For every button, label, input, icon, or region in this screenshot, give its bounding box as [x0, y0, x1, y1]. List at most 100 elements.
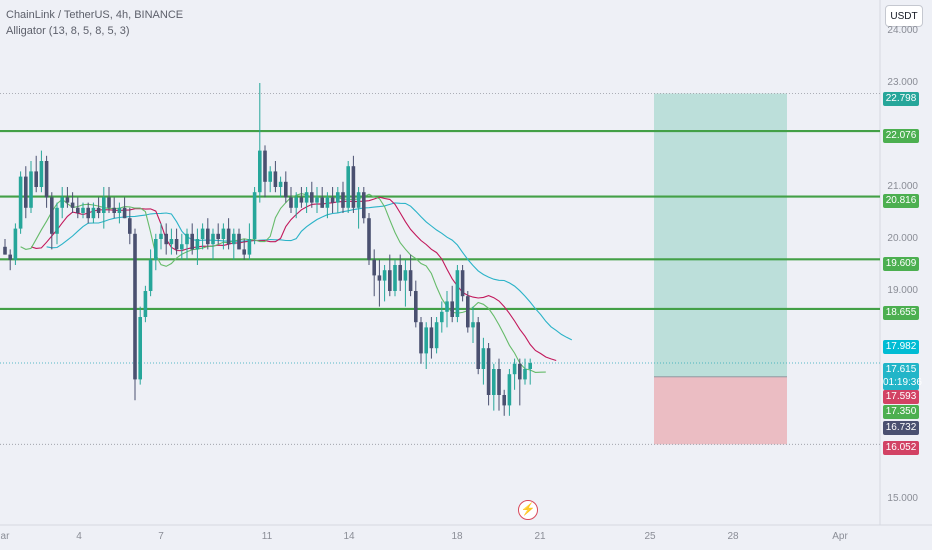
price-tag: 17.593 [883, 390, 919, 404]
candle-body [362, 192, 366, 219]
candle-body [492, 369, 496, 395]
candle-body [13, 228, 18, 260]
candle-body [336, 192, 340, 203]
candle-body [367, 218, 371, 260]
candle-body [455, 270, 460, 317]
candle-body [330, 197, 335, 203]
candle-body [164, 233, 168, 245]
candle-body [117, 207, 122, 213]
price-tag-value: 22.076 [885, 130, 917, 141]
candle-body [341, 192, 345, 208]
price-tick-label: 24.000 [887, 25, 918, 36]
candle-body [289, 197, 293, 208]
candle-body [263, 150, 267, 182]
time-tick-label: 4 [76, 531, 82, 542]
profit-zone [654, 93, 787, 377]
lightning-icon[interactable]: ⚡ [518, 500, 538, 520]
candle-body [237, 233, 241, 250]
candle-body [325, 197, 330, 208]
candle-body [476, 322, 480, 369]
time-tick-label: ar [0, 531, 10, 542]
time-tick-label: 14 [343, 531, 355, 542]
candle-body [377, 275, 382, 281]
price-tag-value: 17.615 [885, 364, 917, 375]
candle-body [507, 374, 512, 406]
candle-body [408, 270, 413, 291]
time-tick-label: 28 [727, 531, 739, 542]
candle-body [169, 239, 174, 245]
candle-body [351, 166, 356, 208]
price-tag: 18.655 [883, 306, 919, 320]
candle-body [190, 233, 194, 250]
candle-body [398, 265, 402, 281]
candle-body [180, 244, 184, 250]
time-tick-label: 18 [451, 531, 463, 542]
candle-body [226, 228, 231, 245]
price-tick-label: 15.000 [887, 493, 918, 504]
candle-body [382, 270, 387, 281]
candle-body [39, 161, 44, 187]
candle-body [424, 327, 428, 354]
candle-body [346, 166, 350, 208]
candle-body [393, 265, 397, 291]
price-tag: 17.350 [883, 405, 919, 419]
candle-body [128, 218, 132, 234]
indicator-legend[interactable]: Alligator (13, 8, 5, 8, 5, 3) [6, 25, 130, 37]
candle-body [315, 197, 319, 203]
candle-body [18, 176, 23, 229]
candle-body [294, 197, 298, 208]
candle-body [65, 197, 70, 203]
price-tag-value: 17.350 [885, 406, 917, 417]
candle-body [148, 259, 153, 291]
candle-body [268, 171, 272, 182]
price-tag-value: 17.593 [885, 391, 917, 402]
time-tick-label: 11 [261, 531, 273, 542]
candle-body [206, 228, 210, 245]
time-tick-label: Apr [832, 531, 848, 542]
candle-body [252, 192, 257, 239]
candle-body [29, 171, 33, 208]
candle-body [304, 192, 309, 203]
price-tag-value: 16.732 [885, 422, 917, 433]
candle-body [258, 150, 262, 193]
candle-body [81, 207, 85, 213]
price-tag-value: 18.655 [885, 307, 917, 318]
candle-body [242, 249, 246, 255]
price-tick-label: 20.000 [887, 233, 918, 244]
candle-body [174, 239, 179, 250]
candle-body [278, 181, 283, 187]
candle-body [460, 270, 465, 297]
candle-body [466, 296, 470, 328]
candle-body [440, 311, 444, 323]
currency-button[interactable]: USDT [885, 5, 923, 27]
price-tag: 22.076 [883, 129, 919, 143]
candle-body [247, 239, 252, 255]
candle-body [154, 239, 158, 260]
price-tag-value: 22.798 [885, 93, 917, 104]
candle-body [159, 233, 163, 239]
time-tick-label: 25 [644, 531, 656, 542]
candle-body [320, 197, 324, 208]
candle-body [502, 395, 506, 406]
candle-body [86, 207, 90, 219]
candle-body [512, 363, 517, 375]
candle-body [96, 207, 101, 213]
candle-body [133, 233, 137, 380]
price-tag-value: 16.052 [885, 442, 917, 453]
candle-body [419, 322, 423, 354]
price-tag-value: 20.816 [885, 195, 917, 206]
candle-body [102, 197, 106, 213]
candle-body [388, 270, 392, 291]
price-tick-label: 19.000 [887, 285, 918, 296]
price-tag: 17.615 01:19:36 [883, 363, 922, 390]
symbol-title: ChainLink / TetherUS, 4h, BINANCE [6, 9, 184, 21]
candle-body [356, 192, 361, 208]
candle-body [445, 301, 449, 312]
candle-body [195, 239, 200, 250]
candle-body [211, 233, 215, 245]
candle-body [434, 322, 439, 349]
candle-body [450, 301, 454, 317]
